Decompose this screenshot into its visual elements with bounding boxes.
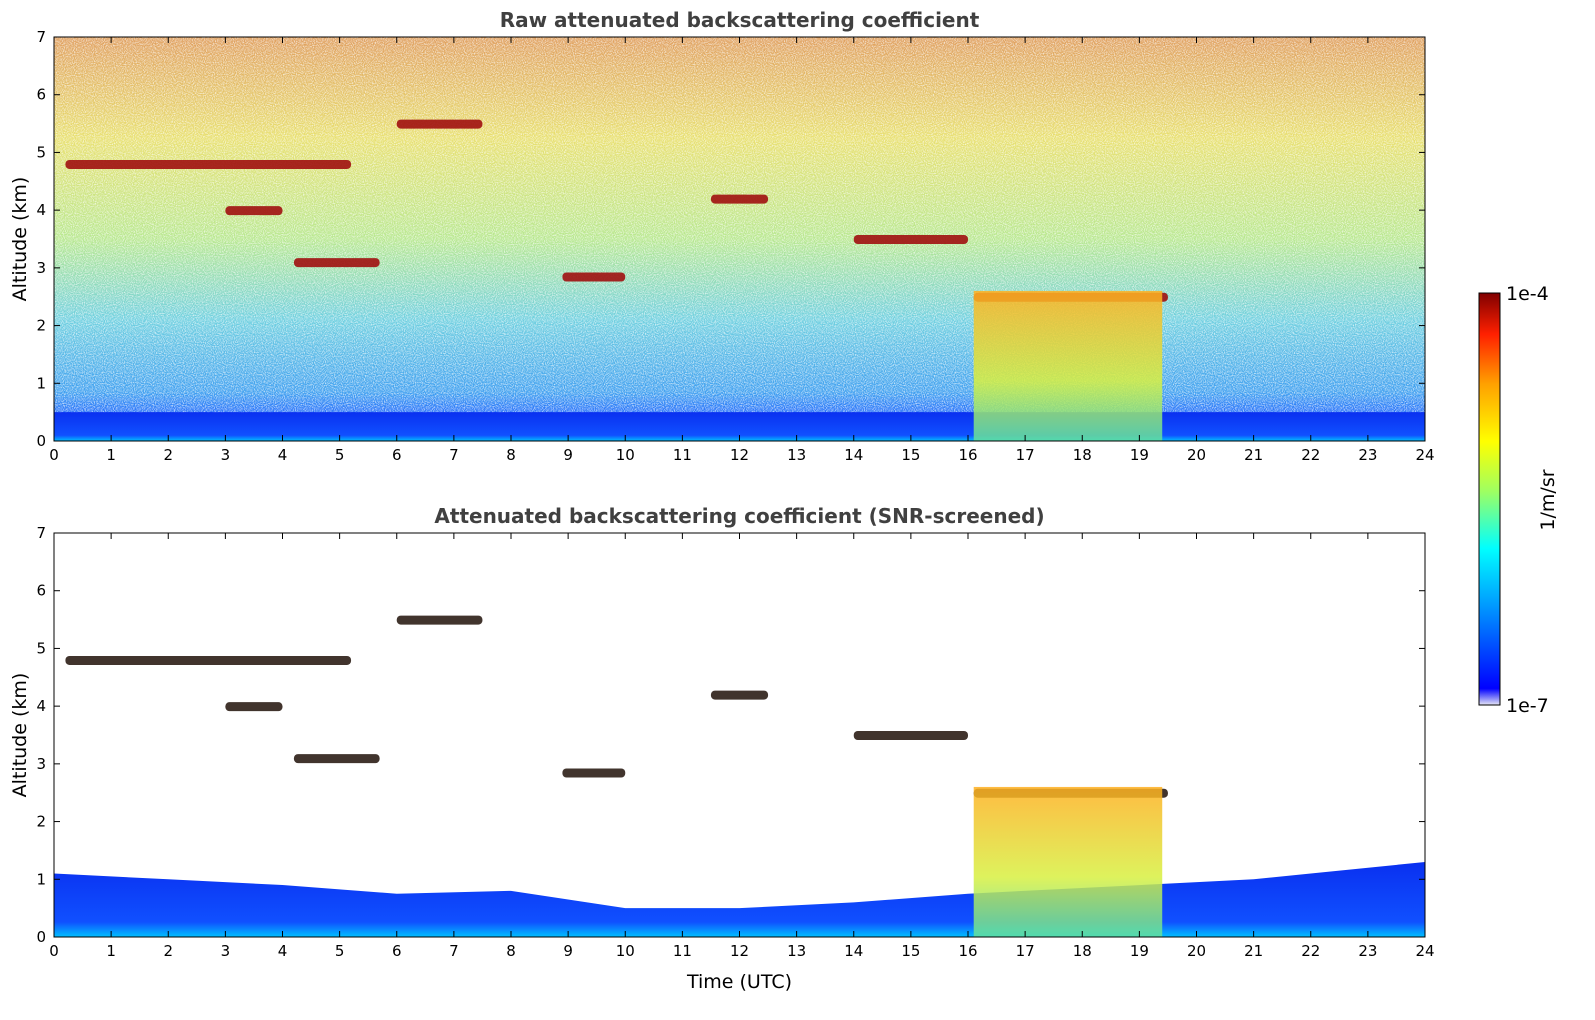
- x-tick-label: 5: [335, 446, 345, 464]
- x-tick-label: 12: [730, 446, 749, 464]
- x-tick-label: 1: [106, 942, 116, 960]
- cloud-layer: [65, 159, 352, 169]
- y-tick-label: 1: [36, 374, 46, 392]
- y-tick-label: 0: [36, 928, 46, 946]
- cloud-layer: [710, 194, 769, 204]
- x-tick-label: 18: [1073, 942, 1092, 960]
- x-tick-label: 2: [163, 942, 173, 960]
- x-tick-label: 24: [1415, 942, 1434, 960]
- y-tick-label: 7: [36, 28, 46, 46]
- cloud-layer: [293, 754, 380, 764]
- x-tick-label: 1: [106, 446, 116, 464]
- x-tick-label: 11: [673, 446, 692, 464]
- x-tick-label: 18: [1073, 446, 1092, 464]
- x-tick-label: 11: [673, 942, 692, 960]
- y-tick-label: 6: [36, 582, 46, 600]
- background: [54, 533, 1425, 937]
- colorbar-gradient: [1478, 292, 1501, 706]
- x-tick-label: 10: [616, 446, 635, 464]
- heatmap-area: [54, 37, 1425, 441]
- x-tick-label: 9: [563, 942, 573, 960]
- y-tick-label: 5: [36, 639, 46, 657]
- cloud-layer: [562, 272, 626, 282]
- y-tick-label: 3: [36, 755, 46, 773]
- x-tick-label: 10: [616, 942, 635, 960]
- x-tick-label: 3: [221, 446, 231, 464]
- x-tick-label: 7: [449, 446, 459, 464]
- panel-2: Attenuated backscattering coefficient (S…: [9, 504, 1435, 993]
- x-tick-label: 24: [1415, 446, 1434, 464]
- x-tick-label: 3: [221, 942, 231, 960]
- colorbar: 1e-4 1e-7 1/m/sr: [1478, 283, 1559, 717]
- cloud-layer: [562, 768, 626, 778]
- y-tick-label: 5: [36, 143, 46, 161]
- x-tick-label: 16: [958, 446, 977, 464]
- cloud-layer: [710, 690, 769, 700]
- x-tick-label: 8: [506, 942, 516, 960]
- x-tick-label: 7: [449, 942, 459, 960]
- x-tick-label: 22: [1301, 446, 1320, 464]
- x-tick-label: 22: [1301, 942, 1320, 960]
- cloud-layer: [225, 702, 283, 712]
- x-tick-label: 20: [1187, 446, 1206, 464]
- colorbar-unit-label: 1/m/sr: [1537, 469, 1559, 530]
- y-tick-label: 2: [36, 317, 46, 335]
- y-tick-label: 7: [36, 524, 46, 542]
- y-tick-label: 2: [36, 813, 46, 831]
- x-tick-label: 21: [1244, 446, 1263, 464]
- x-tick-label: 17: [1016, 446, 1035, 464]
- x-tick-label: 9: [563, 446, 573, 464]
- cloud-layer: [396, 119, 483, 129]
- x-tick-label: 0: [49, 942, 59, 960]
- x-tick-label: 19: [1130, 446, 1149, 464]
- y-tick-label: 3: [36, 259, 46, 277]
- x-tick-label: 20: [1187, 942, 1206, 960]
- precipitation-column: [973, 290, 1163, 441]
- heatmap-area: [54, 533, 1425, 937]
- panel-title: Attenuated backscattering coefficient (S…: [434, 504, 1044, 528]
- cloud-layer: [396, 615, 483, 625]
- x-tick-label: 4: [278, 942, 288, 960]
- panel-1: Raw attenuated backscattering coefficien…: [9, 8, 1435, 464]
- x-axis-label: Time (UTC): [686, 971, 792, 993]
- x-tick-label: 14: [844, 446, 863, 464]
- x-tick-label: 14: [844, 942, 863, 960]
- x-tick-label: 23: [1358, 446, 1377, 464]
- panel-title: Raw attenuated backscattering coefficien…: [500, 8, 980, 32]
- cloud-layer: [225, 206, 283, 216]
- x-tick-label: 2: [163, 446, 173, 464]
- cloud-layer: [65, 655, 352, 665]
- x-tick-label: 4: [278, 446, 288, 464]
- x-tick-label: 15: [901, 446, 920, 464]
- y-axis-label: Altitude (km): [9, 177, 31, 302]
- x-tick-label: 5: [335, 942, 345, 960]
- x-tick-label: 13: [787, 446, 806, 464]
- x-tick-label: 23: [1358, 942, 1377, 960]
- precipitation-column: [973, 786, 1163, 937]
- cloud-layer: [853, 731, 968, 740]
- x-tick-label: 6: [392, 942, 402, 960]
- x-tick-label: 15: [901, 942, 920, 960]
- y-tick-label: 4: [36, 201, 46, 219]
- y-tick-label: 0: [36, 432, 46, 450]
- noise-speckle: [54, 37, 1425, 441]
- colorbar-min-label: 1e-7: [1506, 695, 1549, 717]
- x-tick-label: 6: [392, 446, 402, 464]
- cloud-layer: [853, 235, 968, 244]
- x-tick-label: 0: [49, 446, 59, 464]
- y-tick-label: 6: [36, 86, 46, 104]
- x-tick-label: 21: [1244, 942, 1263, 960]
- y-tick-label: 4: [36, 697, 46, 715]
- y-axis-label: Altitude (km): [9, 673, 31, 798]
- x-tick-label: 17: [1016, 942, 1035, 960]
- x-tick-label: 13: [787, 942, 806, 960]
- x-tick-label: 12: [730, 942, 749, 960]
- x-tick-label: 16: [958, 942, 977, 960]
- y-tick-label: 1: [36, 870, 46, 888]
- colorbar-max-label: 1e-4: [1506, 283, 1549, 305]
- x-tick-label: 8: [506, 446, 516, 464]
- x-tick-label: 19: [1130, 942, 1149, 960]
- cloud-layer: [293, 258, 380, 268]
